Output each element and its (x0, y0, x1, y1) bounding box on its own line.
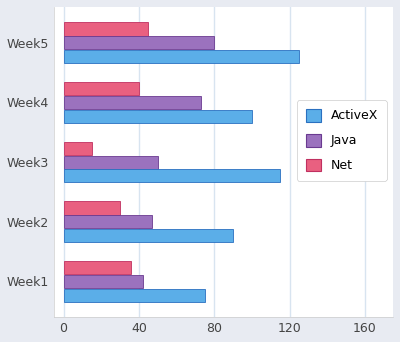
Bar (64, 82, 139, 95)
Bar (64, 109, 252, 123)
Legend: ActiveX, Java, Net: ActiveX, Java, Net (297, 100, 387, 181)
Bar (64, 23, 148, 36)
Bar (64, 36, 214, 49)
Bar (64, 261, 131, 274)
Bar (64, 289, 205, 302)
Bar (64, 215, 152, 228)
Bar (64, 169, 280, 182)
Bar (64, 142, 92, 155)
Bar (64, 96, 201, 109)
Bar (64, 229, 233, 242)
Bar (64, 156, 158, 169)
Bar (64, 201, 120, 214)
Bar (64, 275, 143, 288)
Bar (64, 50, 299, 63)
